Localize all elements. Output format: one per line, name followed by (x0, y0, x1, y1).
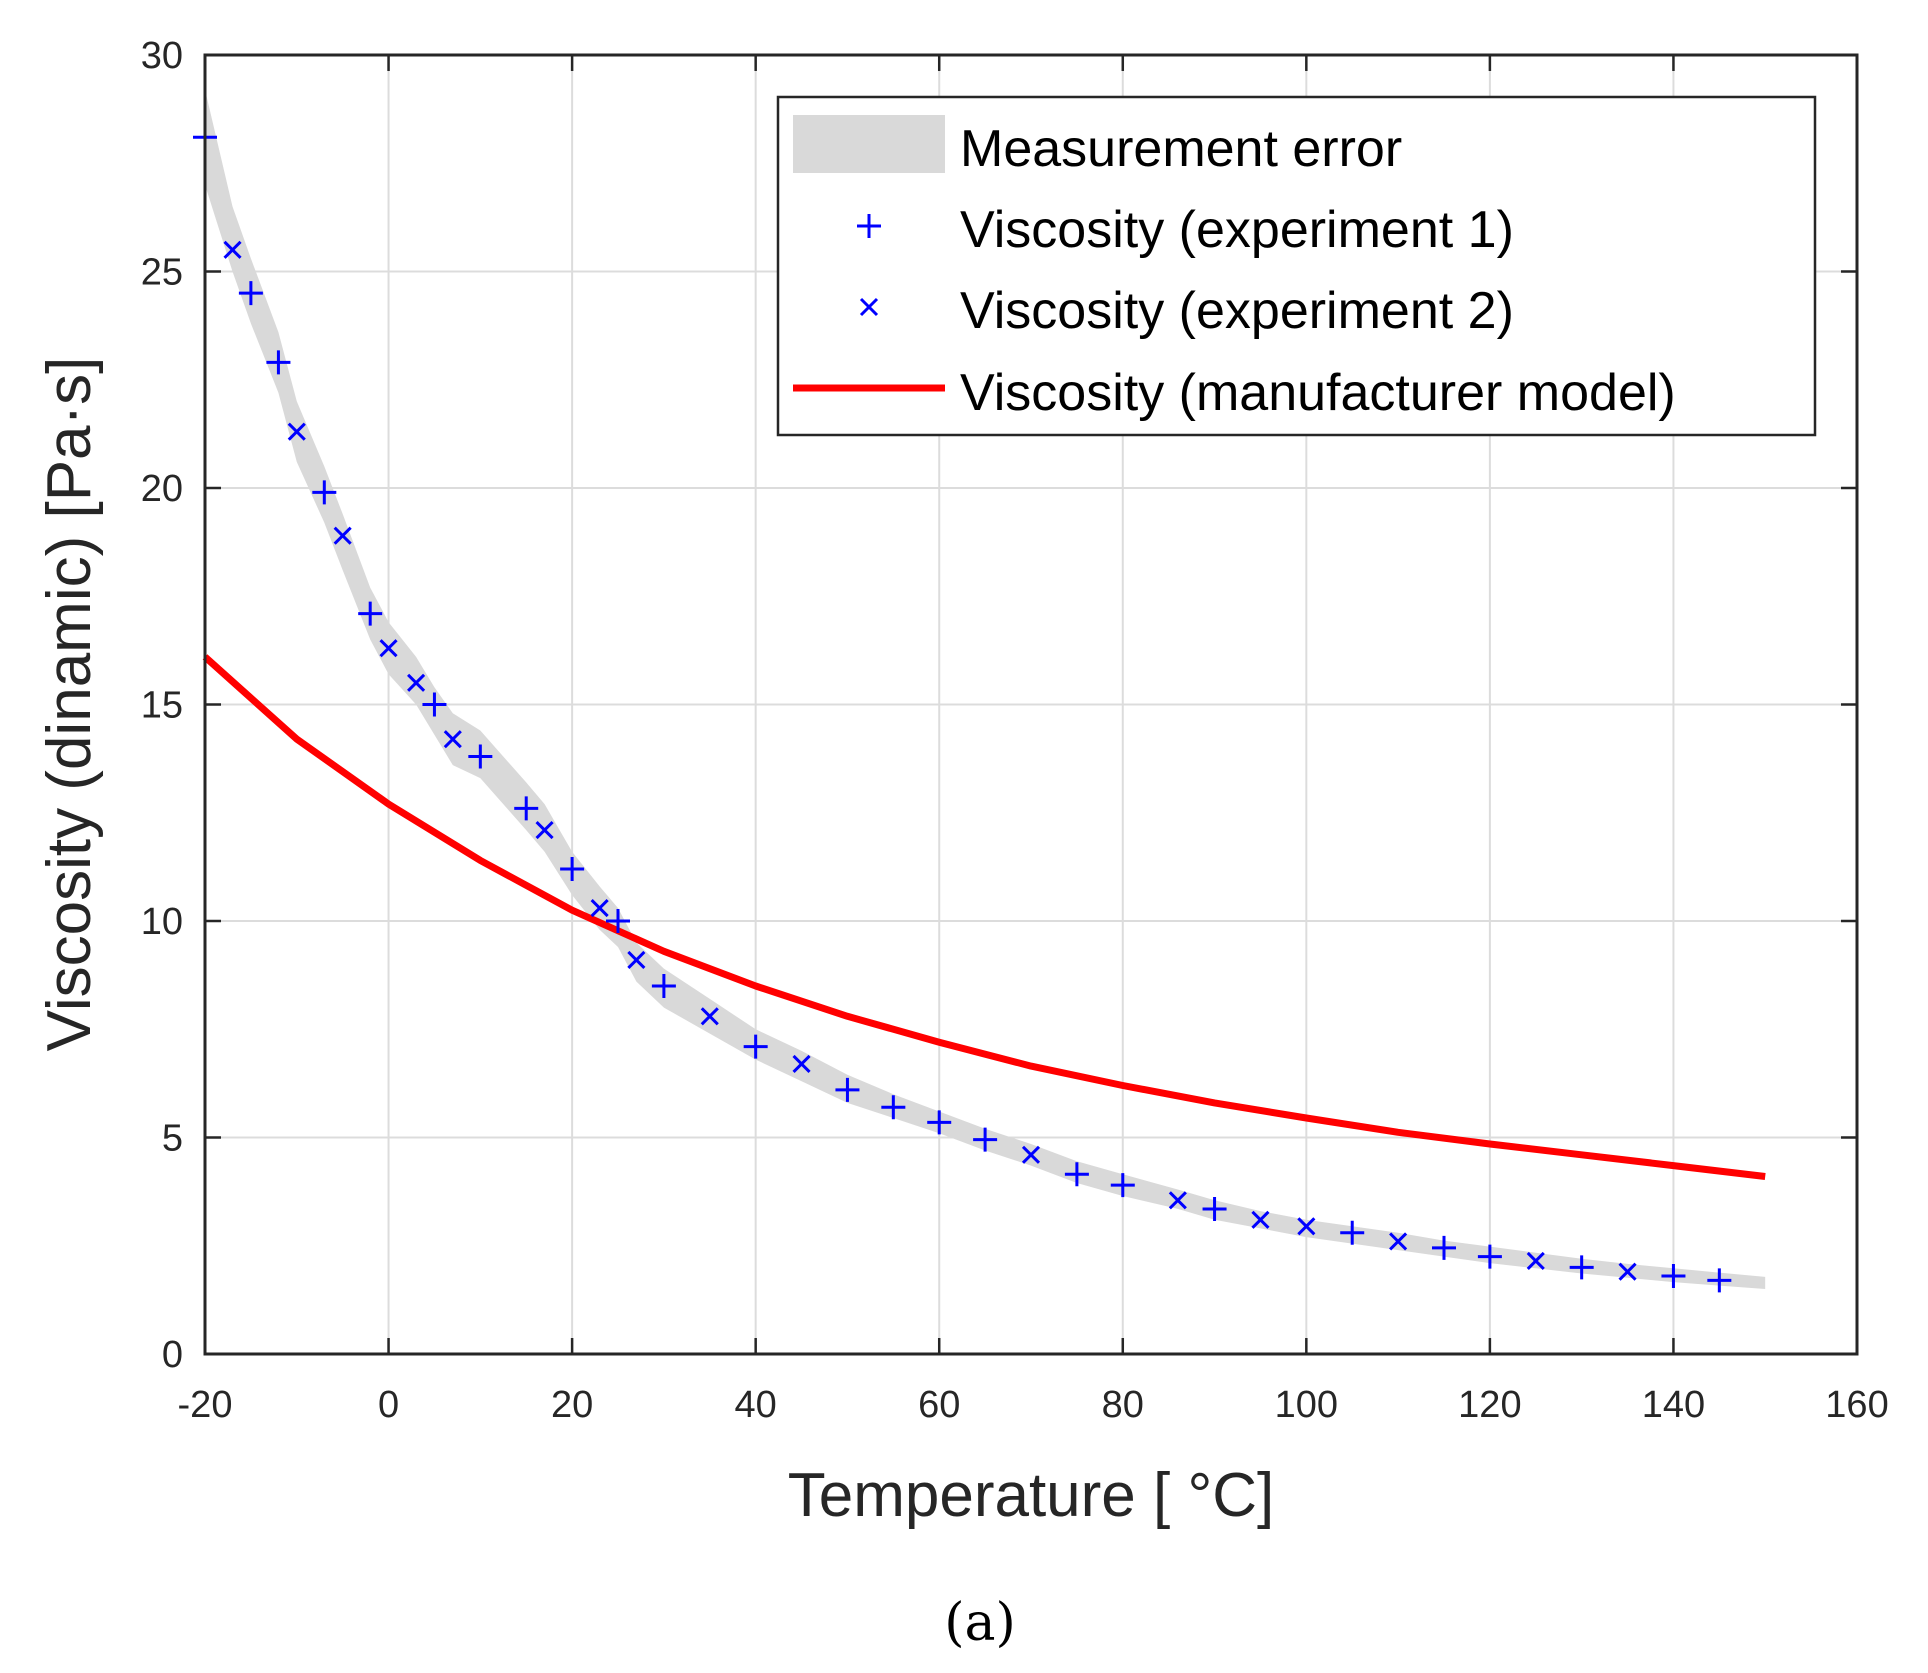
marker-experiment-2 (443, 730, 462, 749)
x-tick-label: 140 (1642, 1384, 1705, 1426)
marker-experiment-2 (627, 950, 646, 970)
marker-experiment-2 (379, 639, 398, 658)
marker-experiment-1 (1064, 1162, 1089, 1187)
x-tick-label: 160 (1825, 1384, 1888, 1426)
model-line (202, 654, 1766, 1180)
marker-experiment-1 (358, 601, 383, 626)
marker-experiment-1 (266, 350, 291, 375)
marker-experiment-2 (1021, 1145, 1041, 1164)
marker-experiment-2 (407, 673, 426, 692)
marker-experiment-1 (651, 973, 676, 998)
marker-experiment-1 (1707, 1268, 1732, 1293)
model-line-layer (202, 654, 1766, 1180)
legend-swatch-experiment-2 (859, 297, 879, 317)
y-tick-label: 15 (141, 685, 183, 727)
marker-experiment-1 (606, 909, 630, 933)
y-axis-label: Viscosity (dinamic) [Pa·s] (35, 357, 104, 1052)
marker-experiment-1 (835, 1077, 860, 1102)
x-tick-label: 60 (918, 1384, 960, 1426)
marker-experiment-2 (1251, 1210, 1270, 1229)
legend-cross-marker (859, 297, 879, 317)
legend-swatch-error-band (793, 115, 945, 173)
x-tick-label: 100 (1275, 1384, 1338, 1426)
marker-experiment-1 (468, 744, 493, 769)
marker-experiment-1 (422, 692, 447, 717)
marker-experiment-2 (287, 422, 306, 441)
marker-experiment-1 (743, 1034, 768, 1059)
legend-label-model: Viscosity (manufacturer model) (960, 364, 1676, 422)
y-tick-label: 0 (162, 1334, 183, 1376)
legend-swatch-experiment-1 (857, 214, 881, 238)
marker-experiment-2 (333, 526, 352, 545)
marker-experiment-1 (927, 1110, 952, 1135)
x-tick-label: 0 (378, 1384, 399, 1426)
legend-label-experiment-2: Viscosity (experiment 2) (960, 282, 1514, 340)
marker-experiment-1 (881, 1095, 906, 1120)
marker-experiment-1 (1569, 1255, 1594, 1280)
y-tick-label: 10 (141, 901, 183, 943)
marker-experiment-2 (700, 1007, 719, 1026)
marker-experiment-1 (312, 480, 337, 505)
marker-experiment-1 (560, 857, 585, 882)
marker-experiment-1 (514, 796, 539, 821)
marker-experiment-1 (1661, 1264, 1686, 1289)
y-tick-label: 5 (162, 1118, 183, 1160)
y-tick-label: 20 (141, 468, 183, 510)
legend: Measurement error Viscosity (experiment … (776, 95, 1817, 437)
marker-experiment-2 (1618, 1262, 1637, 1281)
axis-ticks: -20 0 20 40 60 80 100 120 140 160 0 5 10 15 20 25 30 (141, 35, 1889, 1426)
marker-experiment-2 (1168, 1191, 1187, 1210)
marker-experiment-1 (1202, 1196, 1227, 1221)
marker-experiment-2 (1297, 1217, 1316, 1236)
y-tick-label: 30 (141, 35, 183, 77)
marker-experiment-2 (1389, 1232, 1408, 1251)
x-tick-label: -20 (178, 1384, 233, 1426)
x-tick-label: 40 (735, 1384, 777, 1426)
marker-experiment-1 (1340, 1220, 1365, 1245)
marker-experiment-1 (973, 1127, 998, 1152)
marker-experiment-2 (590, 898, 609, 918)
y-tick-label: 25 (141, 252, 183, 294)
legend-plus-marker (857, 214, 881, 238)
x-tick-label: 80 (1102, 1384, 1144, 1426)
marker-experiment-2 (535, 821, 554, 840)
marker-experiment-2 (792, 1054, 811, 1073)
marker-experiment-1 (1432, 1235, 1456, 1260)
marker-experiment-1 (1477, 1244, 1502, 1269)
marker-experiment-2 (1526, 1251, 1545, 1270)
legend-label-error-band: Measurement error (960, 120, 1402, 178)
marker-experiment-1 (238, 281, 263, 306)
x-axis-label: Temperature [ °C] (788, 1461, 1275, 1530)
legend-label-experiment-1: Viscosity (experiment 1) (960, 201, 1514, 259)
x-tick-label: 120 (1458, 1384, 1521, 1426)
marker-experiment-1 (1110, 1173, 1135, 1198)
marker-experiment-2 (223, 240, 242, 259)
x-tick-label: 20 (551, 1384, 593, 1426)
figure-caption: (a) (944, 1593, 1016, 1653)
legend-box (776, 95, 1817, 437)
